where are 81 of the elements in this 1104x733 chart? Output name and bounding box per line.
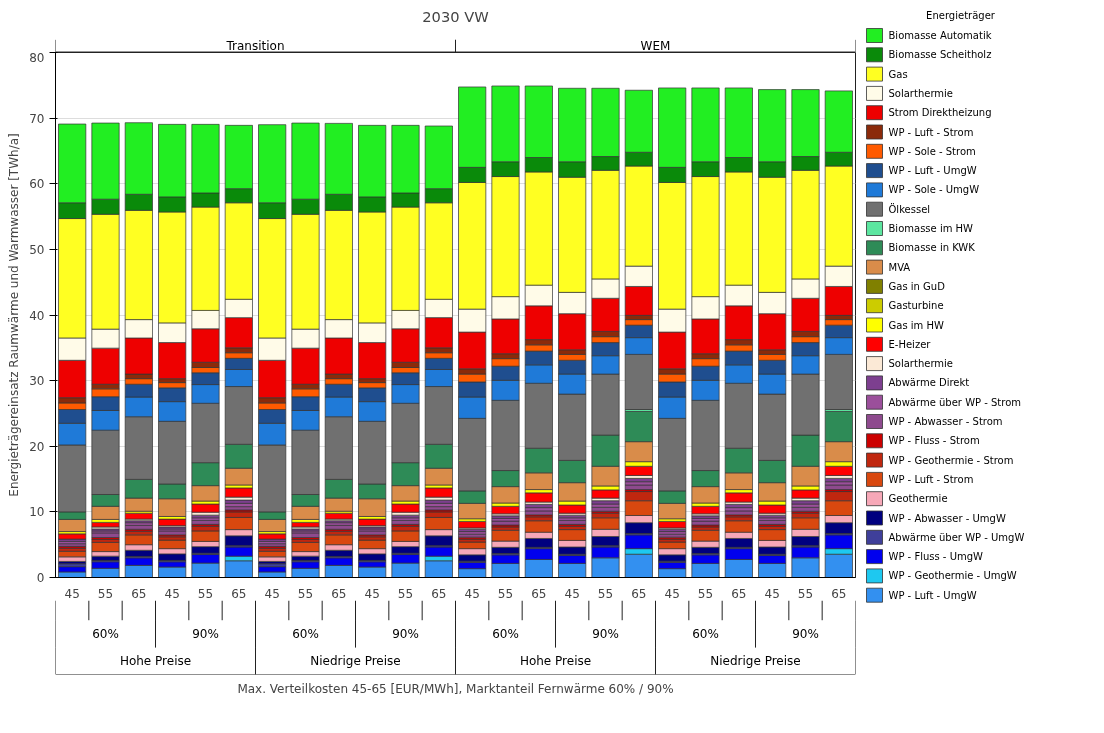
text: WEM <box>640 38 671 53</box>
x-tick-label: 65 <box>631 586 647 601</box>
text: Transition <box>225 38 285 53</box>
legend-label: Biomasse Automatik <box>888 30 992 41</box>
legend-title: Energieträger <box>926 10 996 21</box>
legend-label: Abwärme Direkt <box>888 377 970 389</box>
legend-label: Strom Direktheizung <box>888 107 992 119</box>
y-axis-title: Energieträgereinsatz Raumwärme und Warmwasser [TWh/a] <box>7 133 22 497</box>
legend-label: MVA <box>888 261 911 273</box>
text: 90% <box>592 626 619 641</box>
legend-label: WP - Abwasser - UmgW <box>888 512 1006 524</box>
x-tick-label: 55 <box>697 586 714 601</box>
text: 60% <box>292 626 319 641</box>
legend-label: WP - Luft - Strom <box>888 126 974 138</box>
legend-label: Abwärme über WP - UmgW <box>888 531 1025 543</box>
y-tick-label: 0 <box>36 571 45 585</box>
x-tick-label: 65 <box>231 586 247 601</box>
x-tick-label: 45 <box>664 586 680 601</box>
x-tick-label: 65 <box>331 586 347 601</box>
y-tick-label: 20 <box>29 439 45 454</box>
legend-label: Gas <box>888 68 908 80</box>
legend-label: Biomasse in KWK <box>888 242 976 254</box>
legend-label: Solarthermie <box>888 358 954 370</box>
y-tick-label: 10 <box>29 505 45 520</box>
text: Max. Verteilkosten 45-65 [EUR/MWh], Marktanteil Fernwärme 60% / 90% <box>237 681 674 696</box>
text: Niedrige Preise <box>310 653 401 668</box>
text: 60% <box>92 626 119 641</box>
legend-label: Geothermie <box>888 493 948 505</box>
legend-label: WP - Sole - Strom <box>888 145 976 157</box>
x-tick-label: 45 <box>164 586 180 601</box>
text: 90% <box>792 626 819 641</box>
text: 90% <box>192 626 219 641</box>
legend-label: WP - Luft - Strom <box>888 473 974 485</box>
legend-label: WP - Abwasser - Strom <box>888 416 1003 427</box>
x-tick-label: 55 <box>797 586 814 601</box>
legend-label: WP - Geothermie - Strom <box>888 454 1014 466</box>
y-tick-label: 80 <box>29 50 45 65</box>
legend-label: Biomasse im HW <box>888 223 974 234</box>
y-tick-label: 50 <box>29 242 45 257</box>
text: 60% <box>692 626 719 641</box>
x-tick-label: 55 <box>297 586 314 601</box>
legend-label: Ölkessel <box>888 202 931 215</box>
y-tick-label: 60 <box>29 177 45 192</box>
legend-label: Biomasse Scheitholz <box>888 49 992 61</box>
x-tick-label: 65 <box>431 586 447 601</box>
legend-label: Gasturbine <box>888 300 944 312</box>
y-tick-label: 70 <box>29 111 45 126</box>
text: Niedrige Preise <box>710 653 801 668</box>
x-tick-label: 45 <box>364 586 380 601</box>
text: Hohe Preise <box>119 653 192 668</box>
x-tick-label: 65 <box>831 586 847 601</box>
legend-label: WP - Luft - UmgW <box>888 165 977 177</box>
x-tick-label: 55 <box>397 586 414 601</box>
x-tick-label: 55 <box>597 586 614 601</box>
x-tick-label: 65 <box>131 586 147 601</box>
legend-label: Gas im HW <box>888 319 944 331</box>
chart-title: 2030 VW <box>422 7 490 25</box>
x-tick-label: 45 <box>64 586 80 601</box>
legend-label: WP - Sole - UmgW <box>888 184 980 196</box>
y-tick-label: 40 <box>29 308 45 323</box>
x-tick-label: 45 <box>764 586 780 601</box>
legend-label: WP - Fluss - Strom <box>888 435 980 447</box>
x-tick-label: 55 <box>197 586 214 601</box>
legend-label: Solarthermie <box>888 87 954 99</box>
x-tick-label: 65 <box>531 586 547 601</box>
legend-label: WP - Fluss - UmgW <box>888 551 984 563</box>
x-tick-label: 55 <box>97 586 114 601</box>
legend-label: Abwärme über WP - Strom <box>888 396 1022 408</box>
legend-label: E-Heizer <box>888 338 932 350</box>
text: 60% <box>492 626 519 641</box>
legend-label: WP - Luft - UmgW <box>888 589 977 601</box>
y-tick-label: 30 <box>29 374 45 389</box>
text: 90% <box>392 626 419 641</box>
x-tick-label: 45 <box>264 586 280 601</box>
legend-label: WP - Geothermie - UmgW <box>888 570 1017 582</box>
legend-label: Gas in GuD <box>888 280 946 292</box>
text: Hohe Preise <box>519 653 592 668</box>
x-tick-label: 65 <box>731 586 747 601</box>
x-tick-label: 45 <box>564 586 580 601</box>
x-tick-label: 45 <box>464 586 480 601</box>
x-tick-label: 55 <box>497 586 514 601</box>
